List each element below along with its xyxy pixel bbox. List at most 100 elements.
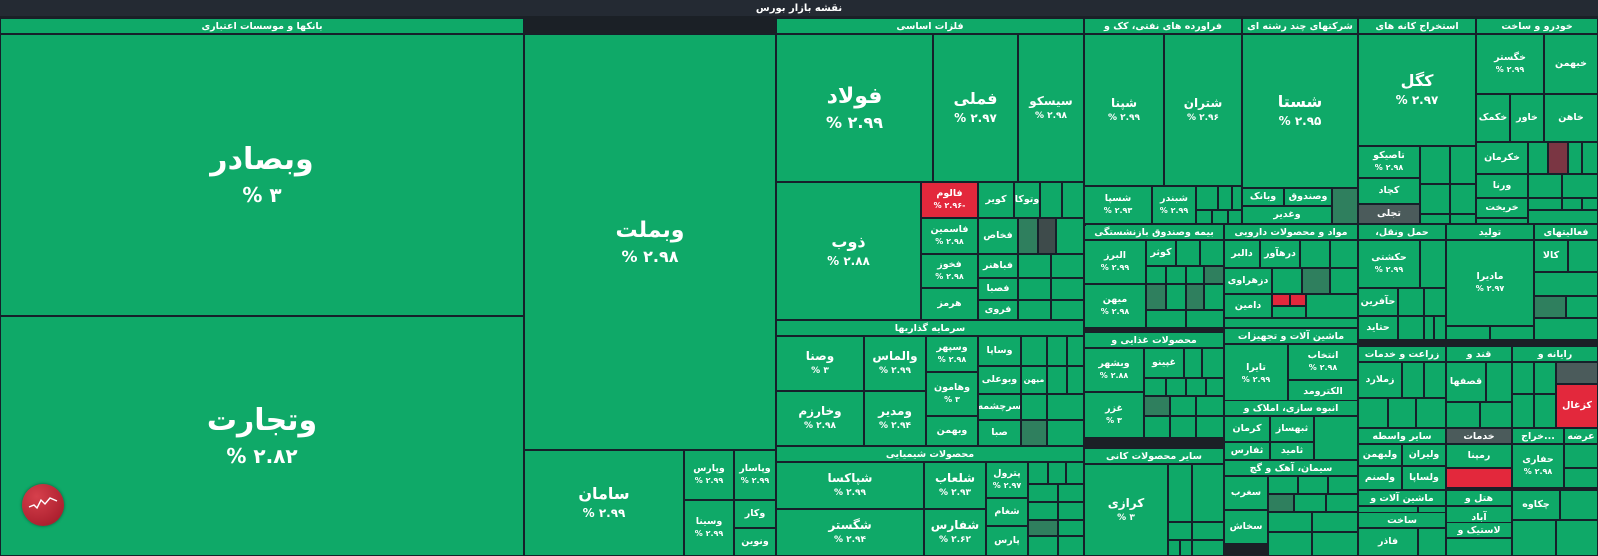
tile-shetran[interactable]: شتران ۲.۹۶ % (1164, 34, 1242, 186)
tile-min-e[interactable] (1420, 214, 1450, 224)
tile-ghazar[interactable]: غزر ۳ % (1084, 392, 1144, 438)
tile-prd-a[interactable] (1446, 326, 1490, 340)
tile-trn-f[interactable] (1434, 316, 1446, 340)
tile-kavir[interactable]: کویر (978, 182, 1014, 218)
tile-ins-l[interactable] (1186, 310, 1224, 328)
tile-vamodir[interactable]: ومدیر ۲.۹۴ % (864, 391, 926, 446)
tile-cem-h[interactable] (1312, 512, 1358, 532)
tile-food-i[interactable] (1196, 396, 1224, 416)
tile-inv-a[interactable] (1021, 336, 1047, 366)
tile-trn-a[interactable] (1420, 240, 1446, 288)
tile-vasandoogh[interactable]: وصندوق (1284, 188, 1332, 206)
tile-trn-e[interactable] (1424, 316, 1434, 340)
tile-khebahman[interactable]: خبهمن (1544, 34, 1598, 94)
tile-hakeshti[interactable]: حکشتی ۲.۹۹ % (1358, 240, 1420, 288)
tile-mnl-f[interactable] (1180, 540, 1192, 556)
tile-sakhash[interactable]: سخاش (1224, 510, 1268, 544)
tile-chem-i[interactable] (1058, 520, 1084, 536)
tile-rampna[interactable]: رمپنا (1446, 444, 1512, 468)
tile-kowsar[interactable]: کوثر (1146, 240, 1176, 266)
tile-pet-f[interactable] (1228, 210, 1242, 224)
tile-auto-a[interactable] (1528, 142, 1548, 174)
tile-min-f[interactable] (1450, 214, 1476, 224)
tile-agr-c[interactable] (1358, 398, 1388, 428)
tile-chem-h[interactable] (1028, 520, 1058, 536)
tile-min-c[interactable] (1420, 184, 1450, 214)
tile-act-a[interactable] (1568, 240, 1598, 272)
tile-auto-b[interactable] (1548, 142, 1568, 174)
tile-fakhoz[interactable]: فخوز ۲.۹۸ % (921, 254, 978, 288)
tile-food-a[interactable] (1184, 348, 1202, 378)
tile-inv-b[interactable] (1047, 336, 1067, 366)
tile-faazar[interactable]: فاذر (1358, 528, 1418, 556)
tile-act-e[interactable] (1534, 318, 1598, 340)
tile-khahan[interactable]: خاهن (1544, 94, 1598, 142)
tile-metal-k[interactable] (1051, 300, 1084, 320)
tile-vabmellat[interactable]: وبملت ۲.۹۸ % (524, 34, 776, 450)
tile-mihan[interactable]: میهن ۲.۹۸ % (1084, 284, 1146, 328)
tile-mnl-a[interactable] (1168, 464, 1192, 522)
tile-filler-r1[interactable] (1560, 490, 1598, 520)
tile-filler-r3[interactable] (1556, 520, 1598, 556)
tile-chem-b[interactable] (1048, 462, 1066, 484)
tile-metal-a[interactable] (1040, 182, 1062, 218)
tile-metal-c[interactable] (1018, 218, 1038, 254)
tile-valsapa[interactable]: ولساپا (1402, 466, 1446, 490)
tile-sefars[interactable]: ثفارس (1224, 442, 1270, 460)
tile-mnl-b[interactable] (1192, 464, 1224, 522)
tile-ins-e[interactable] (1186, 266, 1204, 284)
tile-act-b[interactable] (1534, 272, 1598, 296)
tile-zoob[interactable]: ذوب ۲.۸۸ % (776, 182, 921, 320)
tile-food-j[interactable] (1144, 416, 1170, 438)
tile-khekerman[interactable]: خکرمان (1476, 142, 1528, 174)
tile-pet-b[interactable] (1218, 186, 1232, 210)
tile-vabahman[interactable]: وبهمن (926, 416, 978, 446)
tile-vatejarat[interactable]: وتجارت ۲.۸۲ % (0, 316, 524, 556)
tile-sug-c[interactable] (1480, 402, 1512, 428)
tile-shepna[interactable]: شپنا ۲.۹۹ % (1084, 34, 1164, 186)
tile-min-b[interactable] (1450, 146, 1476, 184)
tile-pet-a[interactable] (1196, 186, 1218, 210)
tile-cmp-a[interactable] (1556, 362, 1598, 384)
tile-shebandar[interactable]: شبندر ۲.۹۹ % (1152, 186, 1196, 224)
tile-vakharazm[interactable]: وخارزم ۲.۹۸ % (776, 391, 864, 446)
tile-ins-g[interactable] (1146, 284, 1166, 310)
tile-filler-r2[interactable] (1512, 520, 1556, 556)
tile-varna[interactable]: ورنا (1476, 174, 1528, 198)
tile-sisko[interactable]: سیسکو ۲.۹۸ % (1018, 34, 1084, 182)
tile-mnl-g[interactable] (1192, 540, 1224, 556)
tile-ins-b[interactable] (1200, 240, 1224, 266)
tile-vakar[interactable]: وکار (734, 500, 776, 528)
tile-inv-i[interactable] (1047, 420, 1084, 446)
tile-pha-i[interactable] (1272, 306, 1306, 318)
tile-shespa[interactable]: شسپا ۲.۹۳ % (1084, 186, 1152, 224)
tile-damin[interactable]: دامین (1224, 294, 1272, 318)
tile-metal-i[interactable] (1051, 278, 1084, 300)
tile-vaparsb[interactable]: وپارس ۲.۹۹ % (684, 450, 734, 500)
tile-food-g[interactable] (1144, 396, 1170, 416)
tile-food-l[interactable] (1196, 416, 1224, 438)
tile-sup-a[interactable] (1564, 444, 1598, 468)
tile-cem-a[interactable] (1268, 476, 1298, 494)
tile-dalber[interactable]: دالبر (1224, 240, 1260, 268)
tile-food-b[interactable] (1202, 348, 1224, 378)
tile-shegham[interactable]: شغام (986, 498, 1028, 526)
tile-act-d[interactable] (1566, 296, 1598, 318)
tile-shapaksa[interactable]: شپاکسا ۲.۹۹ % (776, 462, 924, 509)
tile-ins-f[interactable] (1204, 266, 1224, 284)
tile-vasina[interactable]: وسینا ۲.۹۹ % (684, 500, 734, 556)
tile-fabahonar[interactable]: فباهنر (978, 254, 1018, 278)
tile-auto-f[interactable] (1562, 174, 1598, 198)
tile-dzahravi[interactable]: دزهراوی (1224, 268, 1272, 294)
tile-samid[interactable]: ثامید (1270, 442, 1314, 460)
tile-vabank[interactable]: وبانک (1242, 188, 1284, 206)
tile-dorehaavar[interactable]: درهآور (1260, 240, 1300, 268)
tile-food-h[interactable] (1170, 396, 1196, 416)
tile-cmp-e[interactable] (1534, 394, 1556, 428)
tile-ins-i[interactable] (1186, 284, 1204, 310)
tile-chem-f[interactable] (1028, 502, 1058, 520)
tile-metal-f[interactable] (1018, 254, 1051, 278)
tile-cmp-c[interactable] (1534, 362, 1556, 394)
tile-haafarin[interactable]: حآفرین (1358, 288, 1398, 316)
tile-kerazi[interactable]: کرازی ۳ % (1084, 464, 1168, 556)
